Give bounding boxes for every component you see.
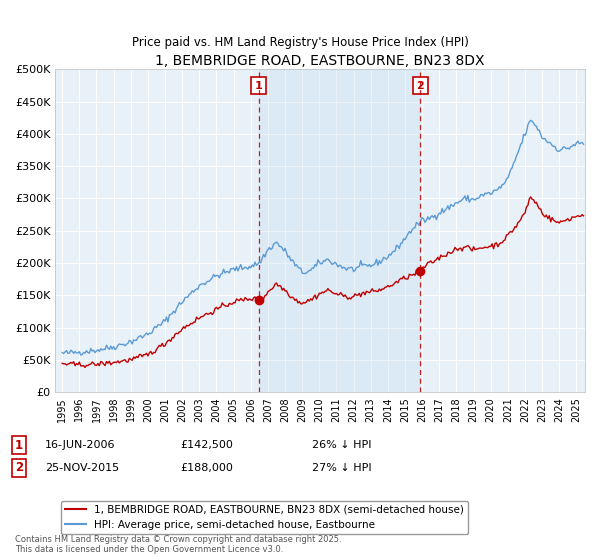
Text: 2: 2 [416,81,424,91]
Text: 16-JUN-2006: 16-JUN-2006 [45,440,115,450]
Text: 25-NOV-2015: 25-NOV-2015 [45,463,119,473]
Text: Contains HM Land Registry data © Crown copyright and database right 2025.
This d: Contains HM Land Registry data © Crown c… [15,535,341,554]
Text: 1: 1 [15,438,23,452]
Title: 1, BEMBRIDGE ROAD, EASTBOURNE, BN23 8DX: 1, BEMBRIDGE ROAD, EASTBOURNE, BN23 8DX [155,54,485,68]
Text: 26% ↓ HPI: 26% ↓ HPI [312,440,371,450]
Text: 2: 2 [15,461,23,474]
Text: 27% ↓ HPI: 27% ↓ HPI [312,463,371,473]
Bar [259,69,421,392]
Text: £142,500: £142,500 [180,440,233,450]
Text: £188,000: £188,000 [180,463,233,473]
Legend: 1, BEMBRIDGE ROAD, EASTBOURNE, BN23 8DX (semi-detached house), HPI: Average pric: 1, BEMBRIDGE ROAD, EASTBOURNE, BN23 8DX … [61,501,468,534]
Text: 1: 1 [255,81,263,91]
Text: Price paid vs. HM Land Registry's House Price Index (HPI): Price paid vs. HM Land Registry's House … [131,36,469,49]
